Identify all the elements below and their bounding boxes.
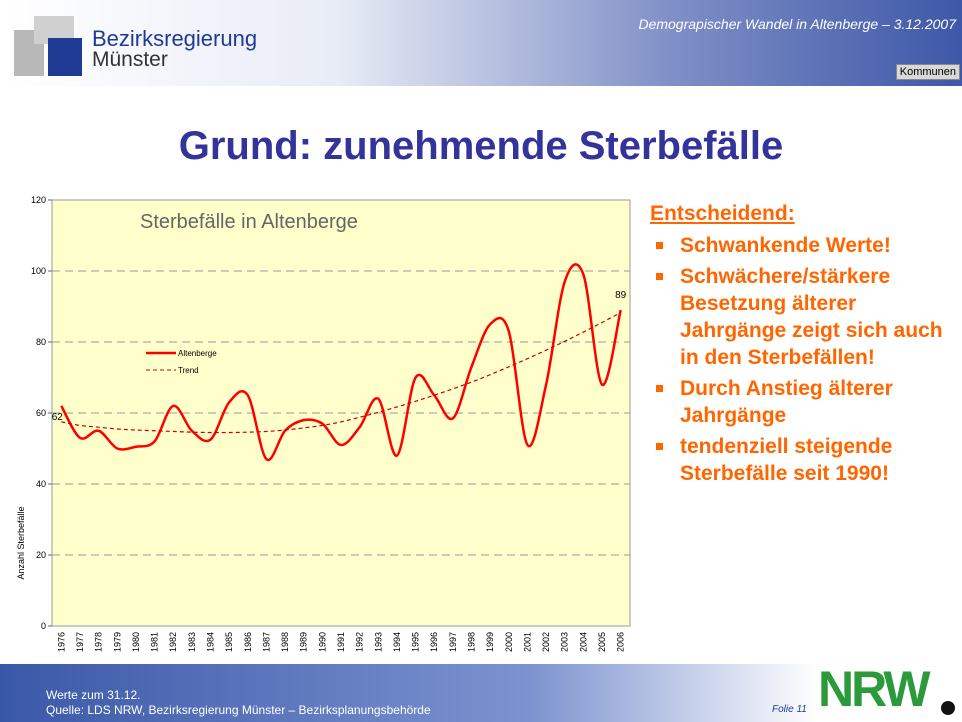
side-heading: Entscheidend: [650, 202, 795, 225]
x-tick-label: 1998 [467, 632, 477, 652]
footer-text: Quelle: LDS NRW, Bezirksregierung Münste… [46, 703, 431, 717]
x-tick-label: 1985 [224, 632, 234, 652]
side-text: Entscheidend: Schwankende Werte! Schwäch… [650, 202, 960, 491]
x-tick-label: 2004 [578, 632, 588, 652]
x-tick-label: 1988 [280, 632, 290, 652]
legend-label: Altenberge [178, 349, 217, 358]
slide-number: Folie 11 [772, 704, 807, 715]
data-line [60, 263, 622, 462]
x-tick-label: 1991 [336, 632, 346, 652]
x-tick-label: 1999 [485, 632, 495, 652]
footer-bar [0, 664, 962, 722]
y-tick-label: 20 [36, 550, 46, 560]
bullet: Schwankende Werte! [650, 232, 960, 259]
bullet-list: Schwankende Werte! Schwächere/stärkere B… [650, 232, 960, 487]
data-label: 89 [615, 290, 627, 301]
bullet: Durch Anstieg älterer Jahrgänge [650, 375, 960, 429]
logo-dot [941, 701, 955, 715]
y-tick-label: 60 [36, 408, 46, 418]
bullet: tendenziell steigende Sterbefälle seit 1… [650, 433, 960, 487]
nav-button[interactable]: Kommunen [895, 64, 960, 80]
x-tick-label: 1986 [243, 632, 253, 652]
x-tick-label: 2002 [541, 632, 551, 652]
x-tick-label: 1976 [56, 632, 66, 652]
x-tick-label: 1995 [411, 632, 421, 652]
x-tick-label: 1983 [187, 632, 197, 652]
x-tick-label: 1990 [317, 632, 327, 652]
y-axis-label: Anzahl Sterbefälle [16, 506, 26, 579]
x-tick-label: 1989 [299, 632, 309, 652]
y-tick-label: 80 [36, 337, 46, 347]
x-tick-label: 1982 [168, 632, 178, 652]
x-tick-label: 1979 [112, 632, 122, 652]
x-tick-label: 2000 [504, 632, 514, 652]
x-tick-label: 1978 [94, 632, 104, 652]
x-tick-label: 2001 [522, 632, 532, 652]
nrw-logo: NRW [818, 661, 931, 717]
footer-text: Werte zum 31.12. [46, 688, 141, 702]
org-name: Münster [92, 48, 168, 71]
x-tick-label: 2006 [616, 632, 626, 652]
data-label: 62 [52, 412, 64, 423]
bullet: Schwächere/stärkere Besetzung älterer Ja… [650, 263, 960, 371]
x-tick-label: 1997 [448, 632, 458, 652]
x-tick-label: 1996 [429, 632, 439, 652]
header-bar [0, 0, 962, 86]
org-name: Bezirksregierung [92, 26, 258, 51]
chart-title: Sterbefälle in Altenberge [140, 211, 358, 233]
y-tick-label: 100 [31, 266, 46, 276]
x-tick-label: 1980 [131, 632, 141, 652]
x-tick-label: 2003 [560, 632, 570, 652]
data-line [61, 312, 621, 434]
logo [14, 16, 82, 76]
y-tick-label: 0 [41, 621, 46, 631]
x-tick-label: 1992 [355, 632, 365, 652]
legend-label: Trend [178, 366, 199, 375]
y-tick-label: 40 [36, 479, 46, 489]
x-tick-label: 1987 [261, 632, 271, 652]
x-tick-label: 2005 [597, 632, 607, 652]
x-tick-label: 1977 [75, 632, 85, 652]
x-tick-label: 1984 [205, 632, 215, 652]
slide-title: Grund: zunehmende Sterbefälle [178, 124, 784, 168]
x-tick-label: 1994 [392, 632, 402, 652]
x-tick-label: 1981 [150, 632, 160, 652]
x-tick-label: 1993 [373, 632, 383, 652]
subtitle: Demograpischer Wandel in Altenberge – 3.… [638, 16, 956, 32]
chart: 0 20 40 60 80 100 120 1976 1977 1978 1979 1980 1981 1… [16, 195, 631, 652]
y-tick-label: 120 [31, 195, 46, 205]
